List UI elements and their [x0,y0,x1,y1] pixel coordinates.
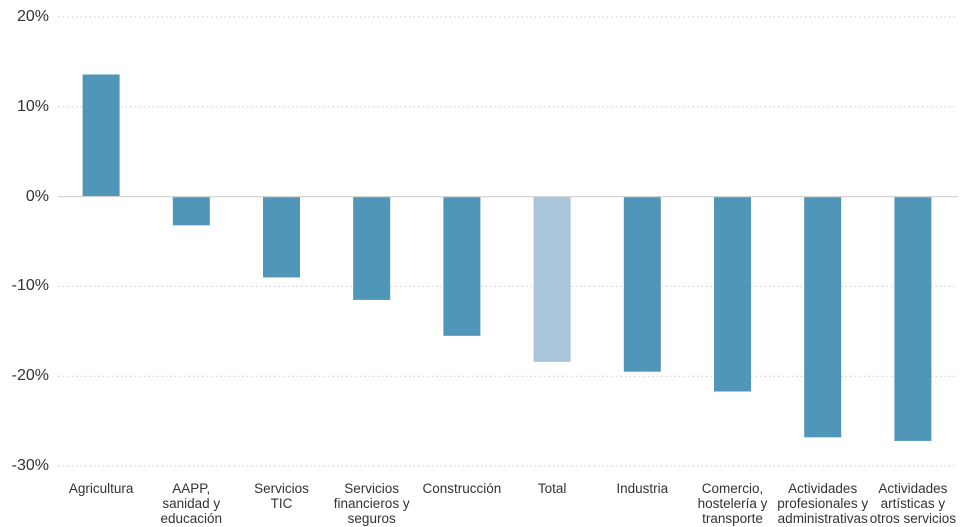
bar-actividades-artisticas-y-otros-servicios [894,196,932,441]
bar-servicios-financieros-y-seguros [353,196,391,300]
y-tick-label: 20% [16,8,49,25]
category-label-industria: Industria [616,481,669,496]
category-label-total: Total [537,481,567,496]
bars [82,74,932,441]
y-tick-label: 10% [16,97,49,115]
y-tick-label: 0% [25,187,49,205]
gridlines [58,16,958,467]
bar-actividades-profesionales-y-administrativas [804,196,842,438]
category-label-construccion: Construcción [422,481,502,496]
y-tick-label: -30% [11,457,49,474]
category-label-actividades-profesionales-y-administrativas: Actividades profesionales y administrati… [777,481,869,526]
category-label-comercio-hosteleria-y-transporte: Comercio, hostelería y transporte [697,481,768,526]
bar-servicios-tic [263,196,300,278]
bar-comercio-hosteleria-y-transporte [714,196,751,392]
category-label-servicios-financieros-y-seguros: Servicios financieros y seguros [333,481,410,526]
category-label-aapp-sanidad-y-educacion: AAPP, sanidad y educación [160,481,223,526]
category-label-agricultura: Agricultura [68,481,134,496]
bar-total [533,196,571,362]
bar-industria [623,196,661,372]
category-label-actividades-artisticas-y-otros-servicios: Actividades artísticas y otros servicios [869,481,957,526]
bar-agricultura [82,74,120,197]
bar-construccion [443,196,481,336]
bar-aapp-sanidad-y-educacion [172,196,210,226]
category-label-servicios-tic: Servicios TIC [254,481,309,511]
y-tick-label: -20% [11,367,49,385]
y-tick-label: -10% [11,277,49,295]
